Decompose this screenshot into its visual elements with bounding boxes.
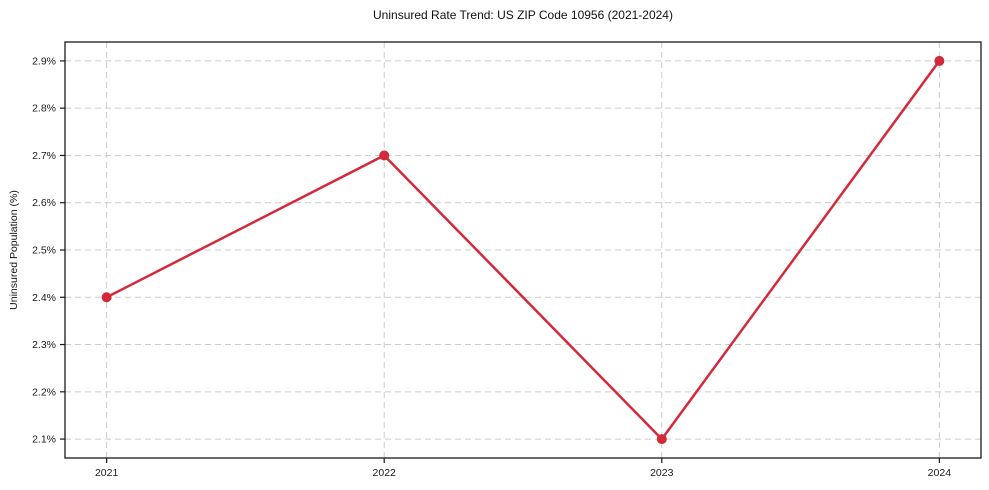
data-point	[101, 292, 112, 303]
x-tick-label: 2021	[95, 467, 119, 479]
trend-line	[105, 59, 941, 441]
data-point	[379, 150, 390, 161]
y-tick-label: 2.7%	[32, 150, 56, 162]
plot-spine	[64, 41, 982, 459]
x-tick-label: 2023	[650, 467, 674, 479]
x-tick-label: 2022	[373, 467, 397, 479]
y-tick-label: 2.3%	[32, 339, 56, 351]
y-tick-label: 2.9%	[32, 55, 56, 67]
y-tick-label: 2.2%	[32, 386, 56, 398]
y-tick-label: 2.8%	[32, 103, 56, 115]
y-tick-label: 2.4%	[32, 292, 56, 304]
y-tick-label: 2.6%	[32, 197, 56, 209]
data-point	[934, 55, 945, 66]
chart-title: Uninsured Rate Trend: US ZIP Code 10956 …	[373, 8, 673, 22]
y-tick-label: 2.1%	[32, 434, 56, 446]
x-tick-label: 2024	[928, 467, 952, 479]
data-point	[656, 434, 667, 445]
y-tick-label: 2.5%	[32, 245, 56, 257]
